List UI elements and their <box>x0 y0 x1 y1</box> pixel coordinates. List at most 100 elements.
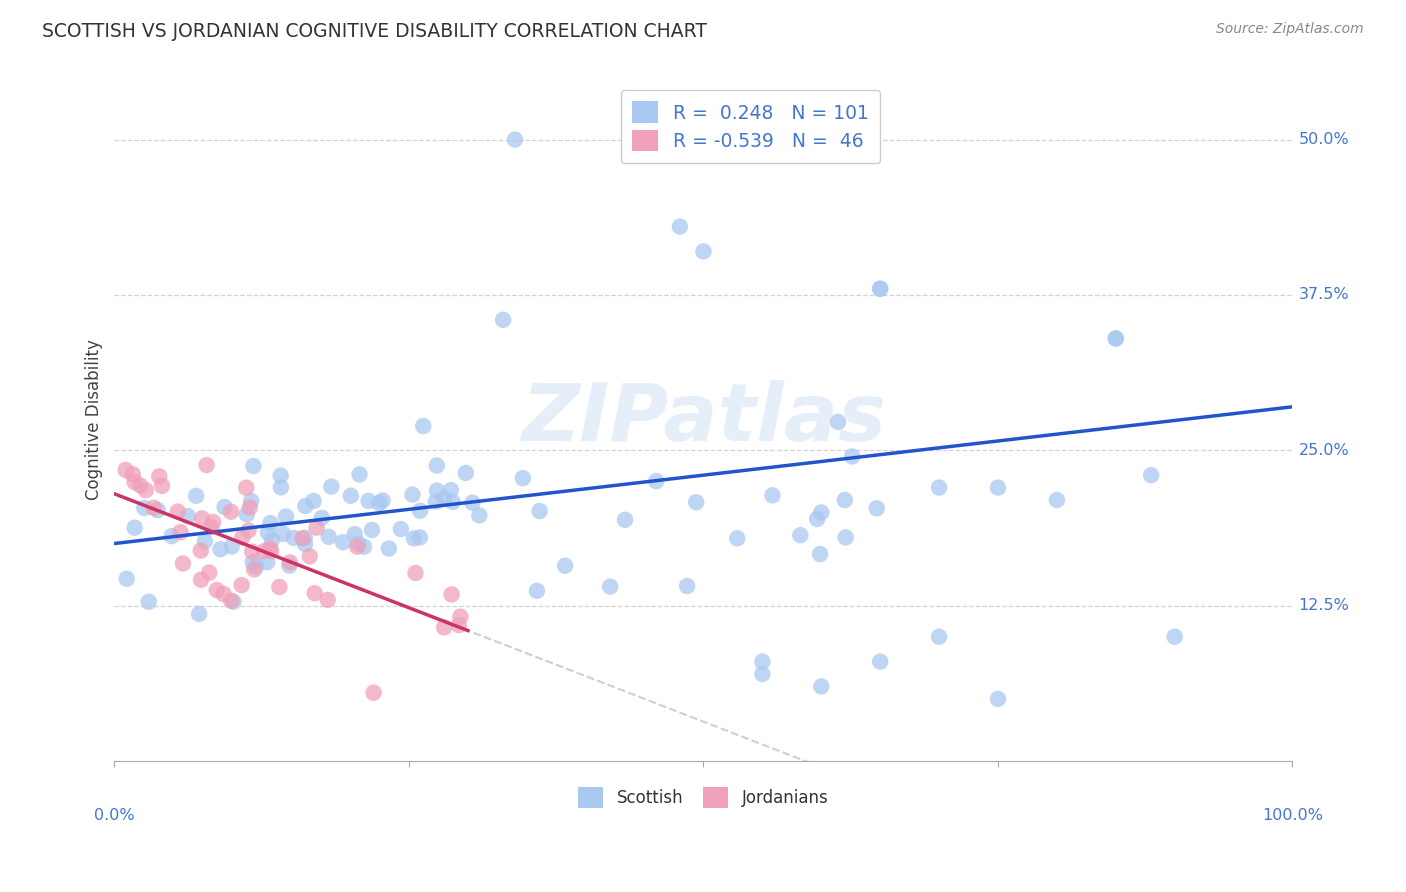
Point <box>789 528 811 542</box>
Point <box>160 529 183 543</box>
Point <box>311 511 333 525</box>
Point <box>866 501 889 516</box>
Text: SCOTTISH VS JORDANIAN COGNITIVE DISABILITY CORRELATION CHART: SCOTTISH VS JORDANIAN COGNITIVE DISABILI… <box>42 22 707 41</box>
Point <box>172 557 194 571</box>
Point <box>503 132 526 146</box>
Point <box>614 513 637 527</box>
Point <box>361 523 384 537</box>
Y-axis label: Cognitive Disability: Cognitive Disability <box>86 339 103 500</box>
Point <box>492 313 515 327</box>
Point <box>449 609 471 624</box>
Point <box>321 480 343 494</box>
Point <box>316 592 339 607</box>
Point <box>205 582 228 597</box>
Text: 50.0%: 50.0% <box>1298 132 1350 147</box>
Point <box>402 532 425 546</box>
Point <box>426 458 449 473</box>
Point <box>378 541 401 556</box>
Text: 100.0%: 100.0% <box>1263 808 1323 823</box>
Point <box>177 509 200 524</box>
Point <box>115 572 138 586</box>
Point <box>440 483 463 497</box>
Point <box>810 505 832 519</box>
Point <box>389 522 412 536</box>
Point <box>441 495 464 509</box>
Text: Source: ZipAtlas.com: Source: ZipAtlas.com <box>1216 22 1364 37</box>
Point <box>987 691 1010 706</box>
Point <box>243 562 266 576</box>
Point <box>138 595 160 609</box>
Point <box>190 543 212 558</box>
Point <box>274 509 297 524</box>
Point <box>440 587 463 601</box>
Point <box>260 544 283 558</box>
Point <box>834 493 856 508</box>
Point <box>240 544 263 558</box>
Point <box>529 504 551 518</box>
Point <box>928 481 950 495</box>
Point <box>751 667 773 681</box>
Text: ZIPatlas: ZIPatlas <box>522 380 886 458</box>
Point <box>259 516 281 530</box>
Point <box>124 521 146 535</box>
Point <box>645 474 668 488</box>
Point <box>454 466 477 480</box>
Point <box>353 540 375 554</box>
Point <box>928 630 950 644</box>
Point <box>169 525 191 540</box>
Point <box>194 534 217 549</box>
Point <box>190 573 212 587</box>
Point <box>669 219 692 234</box>
Point <box>412 419 434 434</box>
Point <box>685 495 707 509</box>
Point <box>343 527 366 541</box>
Point <box>305 521 328 535</box>
Point <box>238 524 260 538</box>
Text: 0.0%: 0.0% <box>94 808 135 823</box>
Point <box>1105 331 1128 345</box>
Point <box>257 525 280 540</box>
Point <box>526 583 548 598</box>
Point <box>1105 331 1128 345</box>
Point <box>692 244 714 259</box>
Point <box>869 655 891 669</box>
Point <box>554 558 576 573</box>
Point <box>202 515 225 529</box>
Point <box>869 282 891 296</box>
Point <box>1046 493 1069 508</box>
Point <box>129 478 152 492</box>
Point <box>270 480 292 494</box>
Point <box>219 594 242 608</box>
Point <box>599 580 621 594</box>
Point <box>256 555 278 569</box>
Point <box>231 578 253 592</box>
Point <box>242 458 264 473</box>
Text: 25.0%: 25.0% <box>1298 442 1350 458</box>
Point <box>827 415 849 429</box>
Point <box>209 542 232 557</box>
Point <box>135 483 157 498</box>
Point <box>186 489 208 503</box>
Point <box>146 503 169 517</box>
Point <box>761 488 783 502</box>
Point <box>426 483 449 498</box>
Point <box>869 282 891 296</box>
Point <box>302 494 325 508</box>
Point <box>221 540 243 554</box>
Point <box>283 531 305 545</box>
Point <box>222 594 245 608</box>
Point <box>240 494 263 508</box>
Point <box>425 494 447 508</box>
Point <box>1140 468 1163 483</box>
Point <box>200 520 222 534</box>
Point <box>405 566 427 580</box>
Point <box>278 555 301 569</box>
Point <box>291 531 314 545</box>
Point <box>841 450 863 464</box>
Point <box>433 620 456 634</box>
Point <box>806 512 828 526</box>
Point <box>294 537 316 551</box>
Point <box>134 500 156 515</box>
Point <box>195 458 218 472</box>
Point <box>270 468 292 483</box>
